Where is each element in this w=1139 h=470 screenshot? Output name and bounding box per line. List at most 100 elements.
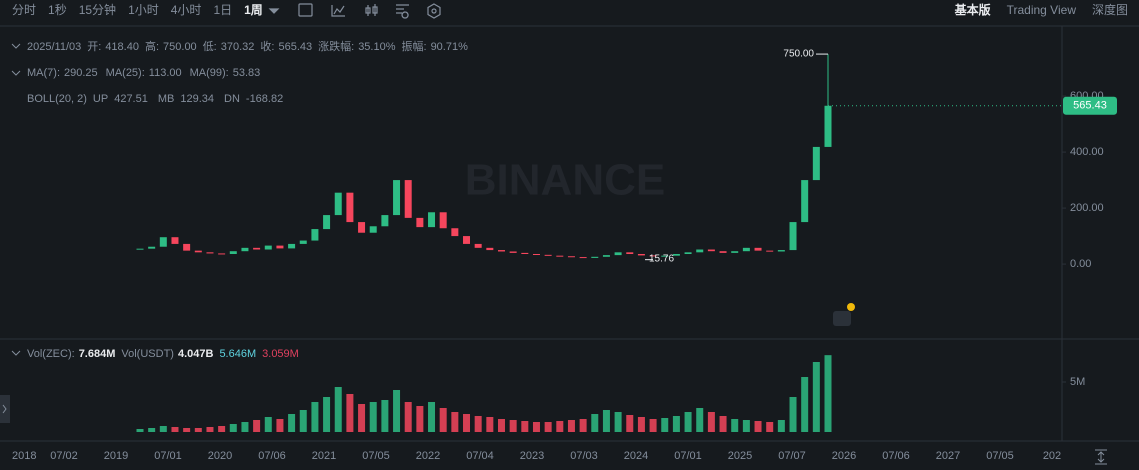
view-tab[interactable]: Trading View <box>1007 3 1077 17</box>
interval-tab[interactable]: 分时 <box>12 3 36 17</box>
volume-bar <box>696 408 704 432</box>
volume-bar <box>544 422 552 432</box>
x-tick-label: 07/06 <box>882 450 910 462</box>
candle <box>637 254 645 256</box>
volume-bar <box>358 404 366 432</box>
ma-value: 290.25 <box>64 67 98 79</box>
candle <box>393 180 401 216</box>
volume-bar <box>801 377 809 432</box>
candle <box>194 250 202 253</box>
event-dot[interactable] <box>847 303 855 311</box>
candle <box>754 247 762 251</box>
last-price-label: 565.43 <box>1073 100 1107 112</box>
legend-value: 370.32 <box>221 41 255 53</box>
volume-bar <box>393 390 401 432</box>
volume-bar <box>812 362 820 432</box>
toolbar-icons[interactable] <box>268 3 441 19</box>
candle <box>579 257 587 259</box>
candle <box>276 245 284 249</box>
legend-value: 750.00 <box>163 41 197 53</box>
volume-bar <box>288 414 296 432</box>
x-tick-label: 2027 <box>936 450 960 462</box>
interval-tab[interactable]: 15分钟 <box>79 2 116 17</box>
collapse-arrow[interactable] <box>11 70 21 76</box>
candle <box>731 251 739 253</box>
view-tab[interactable]: 深度图 <box>1092 2 1128 17</box>
candle <box>591 256 599 258</box>
collapse-arrow[interactable] <box>11 43 21 49</box>
volume-bar <box>159 426 167 432</box>
interval-tab[interactable]: 1秒 <box>48 3 67 17</box>
x-tick-label: 07/07 <box>778 450 806 462</box>
volume-bar <box>229 424 237 432</box>
candle <box>323 215 331 230</box>
x-tick-label: 2025 <box>728 450 752 462</box>
volume-bar <box>206 427 214 432</box>
y-tick-label: 400.00 <box>1070 146 1104 158</box>
interval-tab[interactable]: 1周 <box>244 3 263 17</box>
interval-tab[interactable]: 1日 <box>213 3 232 17</box>
volume-bar <box>532 422 540 432</box>
legend-value: 418.40 <box>105 41 139 53</box>
volume-bar <box>766 422 774 432</box>
volume-bar <box>299 410 307 432</box>
candle <box>626 252 634 254</box>
ma-label: MA(99): <box>190 67 229 79</box>
collapse-arrow[interactable] <box>11 350 21 356</box>
candle <box>661 255 669 257</box>
volume-bar <box>626 415 634 432</box>
volume-label: Vol(ZEC): <box>27 348 75 360</box>
legend-label: 涨跌幅: <box>318 39 354 53</box>
candle <box>544 254 552 256</box>
interval-tab[interactable]: 4小时 <box>171 3 202 17</box>
legend-label: 低: <box>203 40 217 53</box>
candle <box>264 245 272 250</box>
candle <box>532 254 540 255</box>
volume-bar <box>276 419 284 432</box>
volume-bar <box>486 417 494 432</box>
candle <box>614 252 622 256</box>
candle <box>148 246 156 249</box>
volume-bar <box>171 427 179 432</box>
x-tick-label: 2021 <box>312 450 336 462</box>
side-handle[interactable] <box>0 395 10 423</box>
candle <box>404 180 412 218</box>
volume-tick-label: 5M <box>1070 376 1085 388</box>
candle <box>428 212 436 228</box>
view-tab[interactable]: 基本版 <box>954 2 991 17</box>
volume-bar <box>602 410 610 432</box>
candle <box>346 192 354 223</box>
candle <box>649 255 657 257</box>
event-badge[interactable] <box>833 311 851 326</box>
volume-bar <box>428 402 436 432</box>
candle <box>311 229 319 241</box>
volume-label: Vol(USDT) <box>121 348 174 360</box>
volume-bar <box>463 414 471 432</box>
x-tick-label: 2019 <box>104 450 128 462</box>
x-tick-label: 07/02 <box>50 450 78 462</box>
axis-reset-icon[interactable] <box>1095 449 1107 465</box>
candle <box>812 146 820 181</box>
legend-label: 高: <box>145 39 159 53</box>
candle <box>556 255 564 257</box>
volume-bar <box>509 420 517 432</box>
volume-bar <box>521 421 529 432</box>
candle <box>439 212 447 229</box>
volume-bar <box>649 419 657 432</box>
candle <box>824 105 832 147</box>
ma-value: 53.83 <box>233 67 261 79</box>
volume-value: 7.684M <box>79 348 116 360</box>
side-handle-icon <box>2 404 7 414</box>
candle <box>719 251 727 253</box>
volume-bar <box>451 412 459 432</box>
candle <box>684 252 692 254</box>
volume-bar <box>218 426 226 432</box>
volume-bar <box>334 387 342 432</box>
boll-label: BOLL(20, 2) <box>27 93 87 105</box>
volume-bar <box>614 412 622 432</box>
interval-tab[interactable]: 1小时 <box>128 3 159 17</box>
last-price-tag <box>1063 96 1117 115</box>
candle <box>696 249 704 253</box>
candle <box>299 240 307 244</box>
